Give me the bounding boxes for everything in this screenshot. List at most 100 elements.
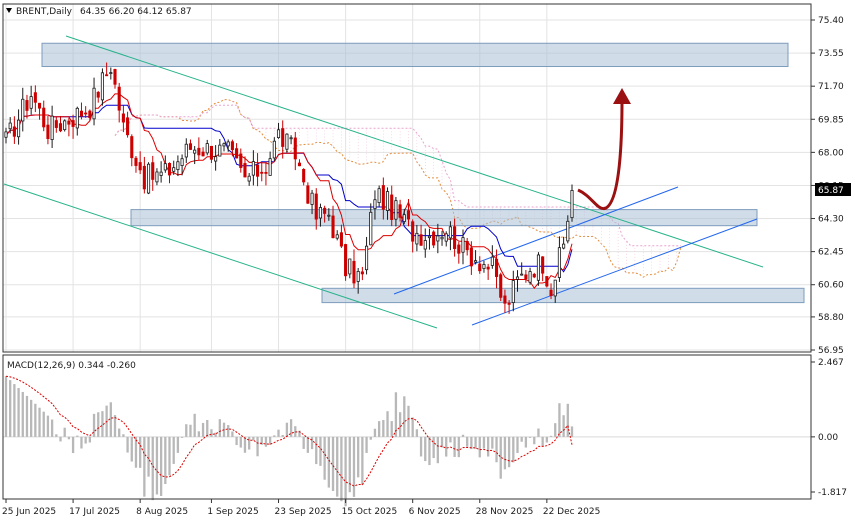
macd-bar: [197, 431, 201, 437]
candle-body: [201, 151, 205, 157]
candle-body: [444, 233, 448, 242]
candle-body: [318, 207, 322, 219]
x-tick-label: 1 Sep 2025: [207, 507, 258, 517]
x-tick-label: 17 Jul 2025: [69, 507, 120, 517]
macd-bar: [549, 435, 553, 437]
macd-bar: [201, 422, 205, 437]
macd-bar: [361, 436, 364, 485]
collapse-triangle-icon[interactable]: [6, 8, 12, 13]
candle-body: [339, 232, 343, 247]
macd-signal-line: [5, 375, 573, 487]
x-tick-label: 25 Jun 2025: [2, 507, 56, 517]
candle-body: [532, 273, 536, 278]
macd-bar: [235, 436, 238, 446]
macd-bar: [189, 424, 192, 437]
candle-body: [256, 164, 260, 177]
candle-body: [490, 256, 494, 266]
x-tick-label: 23 Sep 2025: [275, 507, 332, 517]
candle-body: [520, 273, 524, 276]
macd-bar: [516, 436, 519, 454]
macd-pane-border: [2, 354, 812, 500]
macd-bar: [424, 436, 427, 462]
candle-body: [377, 188, 381, 203]
macd-bar: [315, 436, 318, 465]
macd-bar: [143, 436, 146, 497]
candle-body: [448, 226, 452, 239]
candle-body: [276, 129, 281, 139]
macd-bar: [365, 436, 368, 453]
macd-bar: [63, 427, 66, 437]
candle-body: [419, 234, 423, 246]
macd-bar: [373, 428, 377, 437]
macd-bar: [533, 436, 536, 445]
macd-bar: [206, 420, 209, 437]
candle-body: [88, 110, 92, 119]
candle-body: [390, 194, 394, 220]
macd-bar: [285, 422, 289, 437]
candle-body: [402, 214, 406, 222]
y-tick-label: 56.95: [818, 346, 844, 356]
macd-bar: [562, 415, 565, 437]
candle-body: [205, 143, 209, 154]
macd-bar: [113, 415, 117, 437]
time-axis: 25 Jun 2025 17 Jul 2025 8 Aug 2025 1 Sep 20…: [2, 499, 600, 517]
x-tick-label: 28 Nov 2025: [476, 507, 534, 517]
forecast-arrow-head: [613, 88, 631, 104]
y-tick-label: 62.45: [818, 248, 844, 258]
candle-body: [142, 165, 146, 190]
candle-body: [214, 156, 218, 162]
y-tick-label: 69.85: [818, 115, 844, 125]
macd-bar: [386, 411, 389, 437]
y-tick-label: 68.00: [818, 148, 844, 158]
candle-body: [335, 234, 339, 239]
candle-body: [432, 231, 436, 246]
candle-body: [553, 279, 557, 297]
candle-body: [528, 271, 532, 283]
price-zone: [41, 42, 789, 68]
candle-body: [268, 158, 272, 176]
macd-bar: [566, 403, 569, 437]
candle-body: [427, 235, 432, 239]
senkou-span-b: [114, 104, 681, 247]
macd-bar: [118, 428, 121, 437]
candle-body: [365, 245, 369, 271]
candle-body: [121, 113, 125, 123]
macd-bar: [97, 412, 100, 437]
candle-body: [75, 107, 79, 129]
candle-body: [570, 190, 574, 219]
macd-bar: [130, 436, 133, 462]
candle-body: [344, 244, 348, 277]
macd-bar: [122, 434, 125, 437]
candle-body: [503, 295, 507, 304]
macd-bar: [486, 436, 490, 457]
macd-bar: [545, 436, 548, 443]
candle-body: [369, 211, 373, 246]
macd-bar: [256, 436, 259, 457]
macd-bar: [159, 436, 163, 496]
macd-bar: [168, 436, 171, 476]
candle-body: [134, 157, 138, 166]
macd-bar: [352, 436, 356, 497]
candle-body: [58, 123, 63, 132]
macd-bar: [470, 436, 473, 450]
candle-body: [385, 191, 390, 211]
candle-body: [138, 162, 142, 171]
macd-bar: [50, 419, 54, 437]
macd-bar: [415, 429, 419, 437]
candle-body: [54, 120, 58, 128]
macd-bar: [491, 436, 494, 449]
candle-body: [184, 143, 188, 158]
macd-bar: [134, 436, 138, 468]
candle-body: [507, 302, 511, 305]
macd-bar: [21, 391, 24, 437]
candle-body: [100, 72, 104, 101]
macd-bar: [76, 435, 79, 437]
candle-body: [474, 260, 478, 263]
macd-bar: [231, 431, 234, 437]
candle-body: [172, 167, 176, 172]
candle-body: [33, 92, 37, 103]
macd-bar: [4, 376, 8, 437]
candle-body: [163, 163, 167, 171]
macd-bar: [411, 417, 414, 437]
